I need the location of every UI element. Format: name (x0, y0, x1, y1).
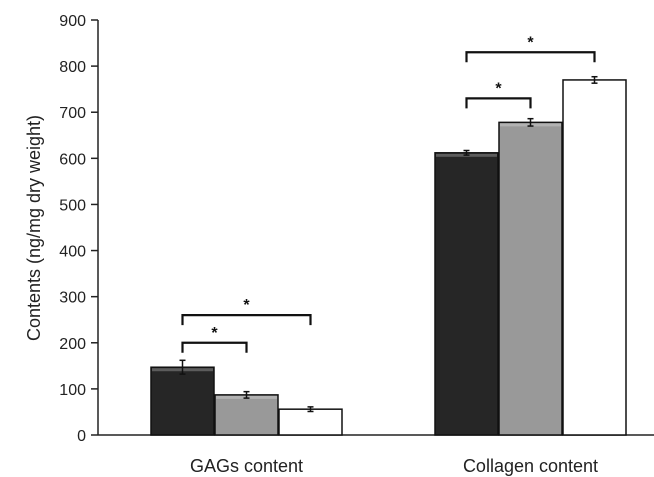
y-tick-label: 200 (59, 336, 86, 353)
bar (562, 79, 627, 436)
significance-bracket (465, 51, 596, 63)
significance-star: * (527, 34, 534, 51)
significance-star: * (243, 297, 250, 314)
y-tick-label: 400 (59, 244, 86, 261)
significance-bracket (181, 341, 248, 353)
y-ticks: 0 100 200 300 400 500 600 700 800 900 (59, 13, 98, 445)
y-tick-label: 800 (59, 59, 86, 76)
bar (498, 121, 563, 436)
x-category-label: GAGs content (190, 456, 303, 476)
significance-star: * (495, 80, 502, 97)
significance-bracket (181, 314, 312, 326)
bar (434, 152, 499, 436)
bars (150, 75, 627, 436)
x-category-label: Collagen content (463, 456, 598, 476)
y-tick-label: 500 (59, 197, 86, 214)
y-tick-label: 0 (77, 428, 86, 445)
y-tick-label: 300 (59, 290, 86, 307)
bar (278, 408, 343, 436)
significance-star: * (211, 325, 218, 342)
y-tick-label: 900 (59, 13, 86, 30)
y-tick-label: 100 (59, 382, 86, 399)
y-axis-title: Contents (ng/mg dry weight) (24, 115, 44, 341)
y-tick-label: 600 (59, 151, 86, 168)
significance-bracket (465, 97, 532, 109)
y-tick-label: 700 (59, 105, 86, 122)
significance-brackets: * * * * (181, 34, 596, 353)
x-category-labels: GAGs content Collagen content (190, 456, 598, 476)
bar (150, 366, 215, 436)
bar (214, 394, 279, 436)
